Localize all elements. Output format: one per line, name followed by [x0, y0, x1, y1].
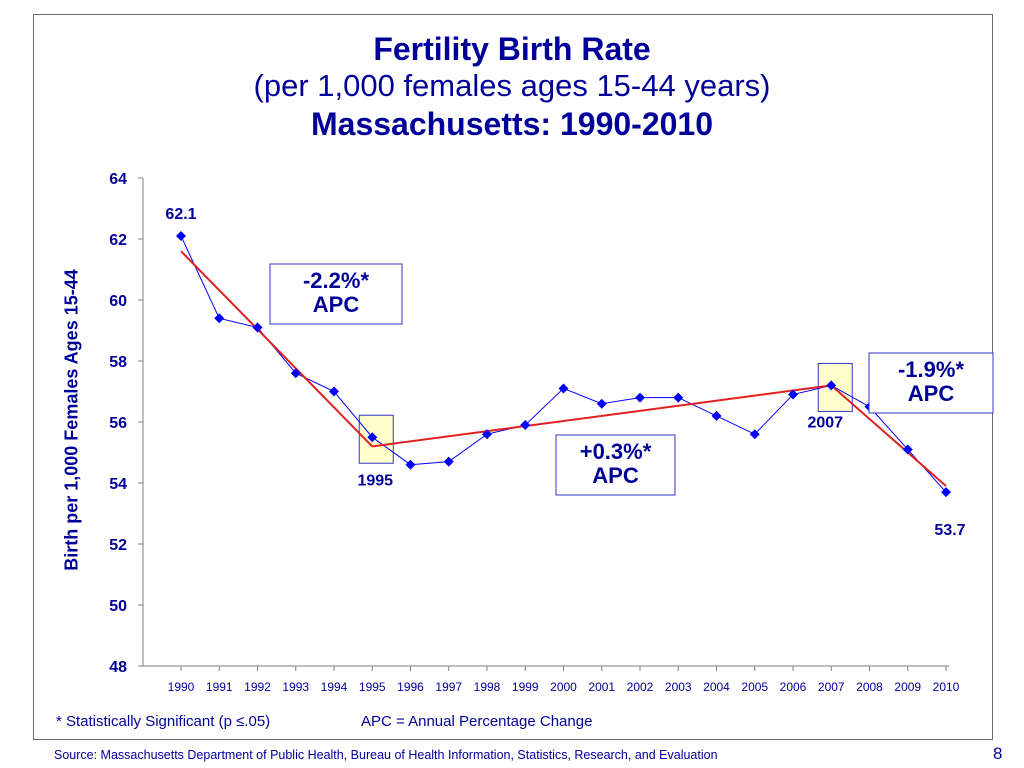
x-tick-label: 1997	[435, 680, 462, 694]
apc-box-1	[269, 263, 403, 325]
chart-subtitle: (per 1,000 females ages 15-44 years)	[253, 68, 771, 103]
y-tick-label: 54	[109, 476, 127, 493]
data-point-1998	[482, 429, 492, 440]
x-tick-label: 1995	[359, 680, 386, 694]
data-label-1995: 1995	[357, 472, 393, 489]
data-point-1997	[443, 456, 454, 467]
data-point-2009	[902, 444, 913, 455]
x-tick-label: 1996	[397, 680, 424, 694]
x-tick-label: 1999	[512, 680, 539, 694]
y-tick-label: 62	[109, 232, 127, 249]
trend-segment-1	[180, 250, 373, 448]
x-tick-label: 2003	[665, 680, 692, 694]
x-tick-label: 1998	[474, 680, 501, 694]
data-point-1994	[329, 386, 339, 397]
apc-value-2: +0.3%*	[580, 439, 652, 464]
apc-value-1: -2.2%*	[303, 268, 369, 293]
significance-footnote: * Statistically Significant (p ≤.05)	[56, 713, 271, 730]
apc-label-1: APC	[313, 292, 360, 317]
data-point-2003	[673, 392, 684, 403]
apc-label-3: APC	[908, 381, 955, 406]
x-tick-label: 1990	[168, 680, 195, 694]
y-tick-label: 60	[109, 293, 127, 310]
apc-box-3	[868, 352, 994, 414]
apc-value-3: -1.9%*	[898, 357, 964, 382]
y-tick-label: 52	[109, 537, 127, 554]
apc-box-2	[555, 434, 676, 496]
data-point-1992	[252, 322, 263, 333]
x-tick-label: 2004	[703, 680, 730, 694]
title-block: Fertility Birth Rate (per 1,000 females …	[0, 30, 1024, 144]
data-point-1996	[405, 459, 416, 470]
data-point-2000	[558, 383, 569, 394]
x-tick-label: 2007	[818, 680, 845, 694]
data-point-2007	[826, 380, 837, 391]
x-tick-label: 2002	[627, 680, 654, 694]
x-tick-label: 1991	[206, 680, 233, 694]
y-tick-label: 58	[109, 354, 127, 371]
x-tick-label: 2010	[933, 680, 960, 694]
chart-title: Fertility Birth Rate	[373, 31, 651, 67]
trend-segment-2	[372, 384, 832, 448]
data-point-2002	[635, 392, 645, 403]
x-tick-label: 2008	[856, 680, 883, 694]
data-point-2005	[749, 429, 760, 440]
y-tick-label: 64	[109, 171, 127, 188]
data-point-1999	[520, 420, 531, 431]
x-tick-label: 2001	[588, 680, 615, 694]
y-tick-label: 50	[109, 598, 127, 615]
chart-subtitle-location: Massachusetts: 1990-2010	[310, 106, 713, 142]
data-label-2007: 2007	[807, 414, 843, 431]
x-tick-label: 2000	[550, 680, 577, 694]
apc-label-2: APC	[592, 463, 639, 488]
x-tick-label: 2006	[780, 680, 807, 694]
x-tick-label: 1993	[282, 680, 309, 694]
source-note: Source: Massachusetts Department of Publ…	[54, 748, 718, 762]
data-point-1990	[176, 230, 186, 241]
data-point-1993	[290, 368, 301, 379]
data-point-2004	[711, 410, 722, 421]
y-tick-label: 48	[109, 659, 127, 676]
y-tick-label: 56	[109, 415, 127, 432]
data-label-2010: 53.7	[934, 522, 965, 539]
trend-segment-3	[830, 384, 947, 487]
data-point-1995	[367, 432, 378, 443]
data-point-2001	[596, 398, 607, 409]
data-point-2006	[788, 389, 798, 400]
data-point-1991	[214, 313, 225, 324]
apc-definition: APC = Annual Percentage Change	[361, 713, 593, 730]
x-tick-label: 1992	[244, 680, 271, 694]
x-tick-label: 2005	[741, 680, 768, 694]
data-point-2010	[941, 487, 951, 498]
x-tick-label: 2009	[894, 680, 921, 694]
page-number: 8	[993, 744, 1003, 763]
x-tick-label: 1994	[321, 680, 348, 694]
data-label-1990: 62.1	[165, 206, 196, 223]
